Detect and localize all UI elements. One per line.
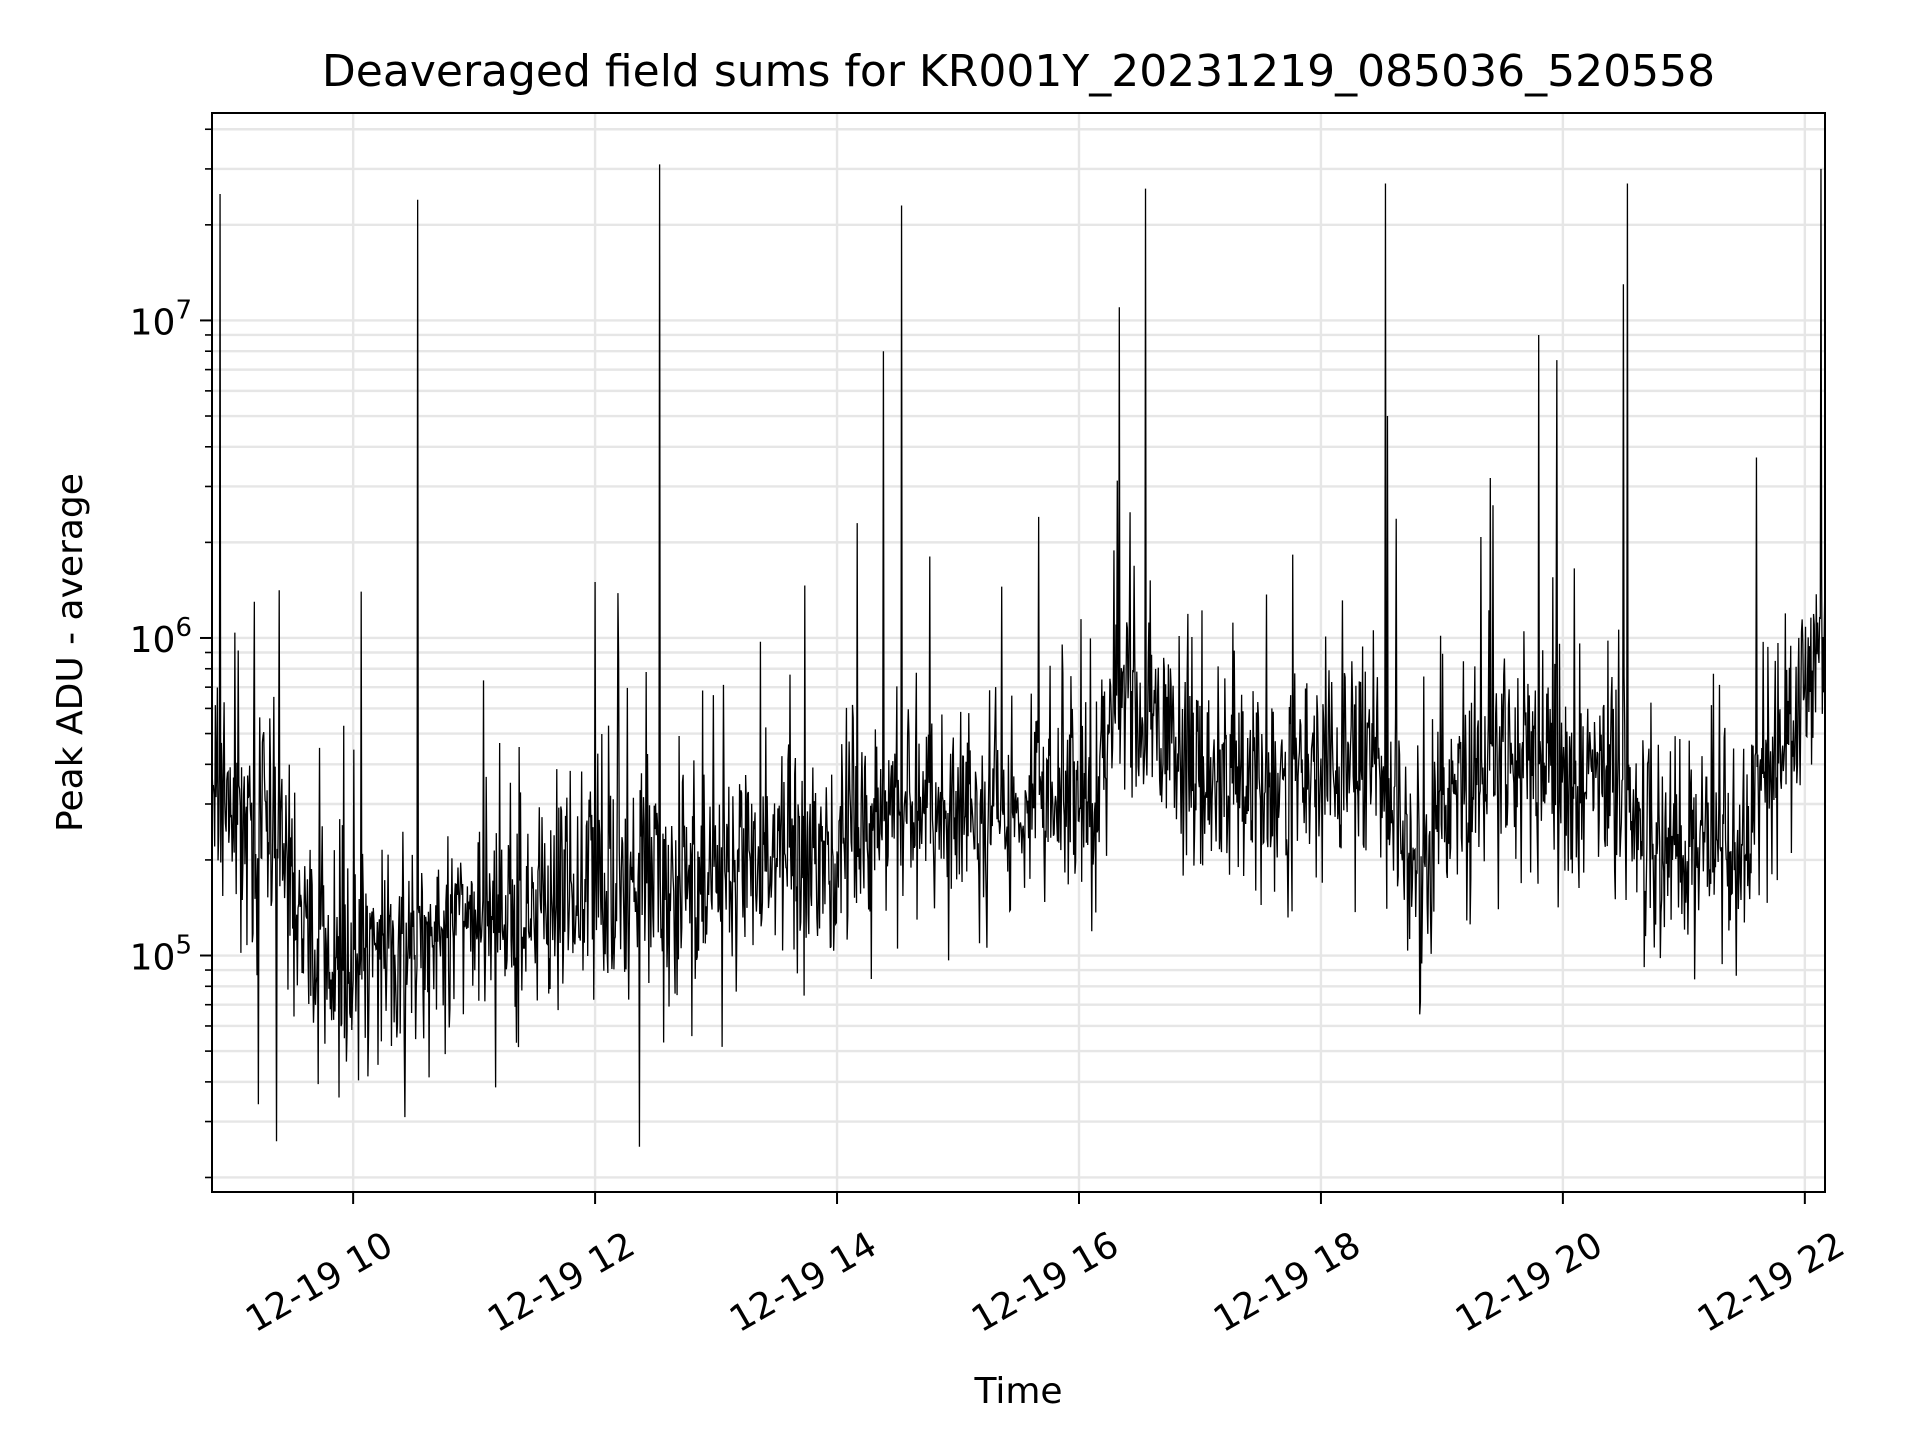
chart-title: Deaveraged field sums for KR001Y_2023121…: [322, 46, 1715, 97]
y-tick-label: 105: [130, 931, 192, 979]
x-tick-label: 12-19 10: [239, 1224, 400, 1340]
x-tick-label: 12-19 20: [1449, 1224, 1610, 1340]
x-tick-label: 12-19 22: [1691, 1224, 1852, 1340]
x-tick-label: 12-19 12: [481, 1224, 642, 1340]
series-line: [211, 164, 1826, 1147]
y-tick-label: 107: [130, 295, 192, 343]
x-tick-label: 12-19 16: [965, 1224, 1126, 1340]
y-axis-label: Peak ADU - average: [50, 473, 91, 832]
series: [211, 164, 1826, 1147]
x-tick-label: 12-19 14: [723, 1224, 884, 1340]
x-axis-label: Time: [973, 1371, 1062, 1412]
x-tick-label: 12-19 18: [1207, 1224, 1368, 1340]
y-tick-label: 106: [130, 613, 192, 661]
ticks: 12-19 10 12-19 12 12-19 14 12-19 16 12-19 18…: [130, 128, 1852, 1341]
grid: [212, 113, 1825, 1192]
